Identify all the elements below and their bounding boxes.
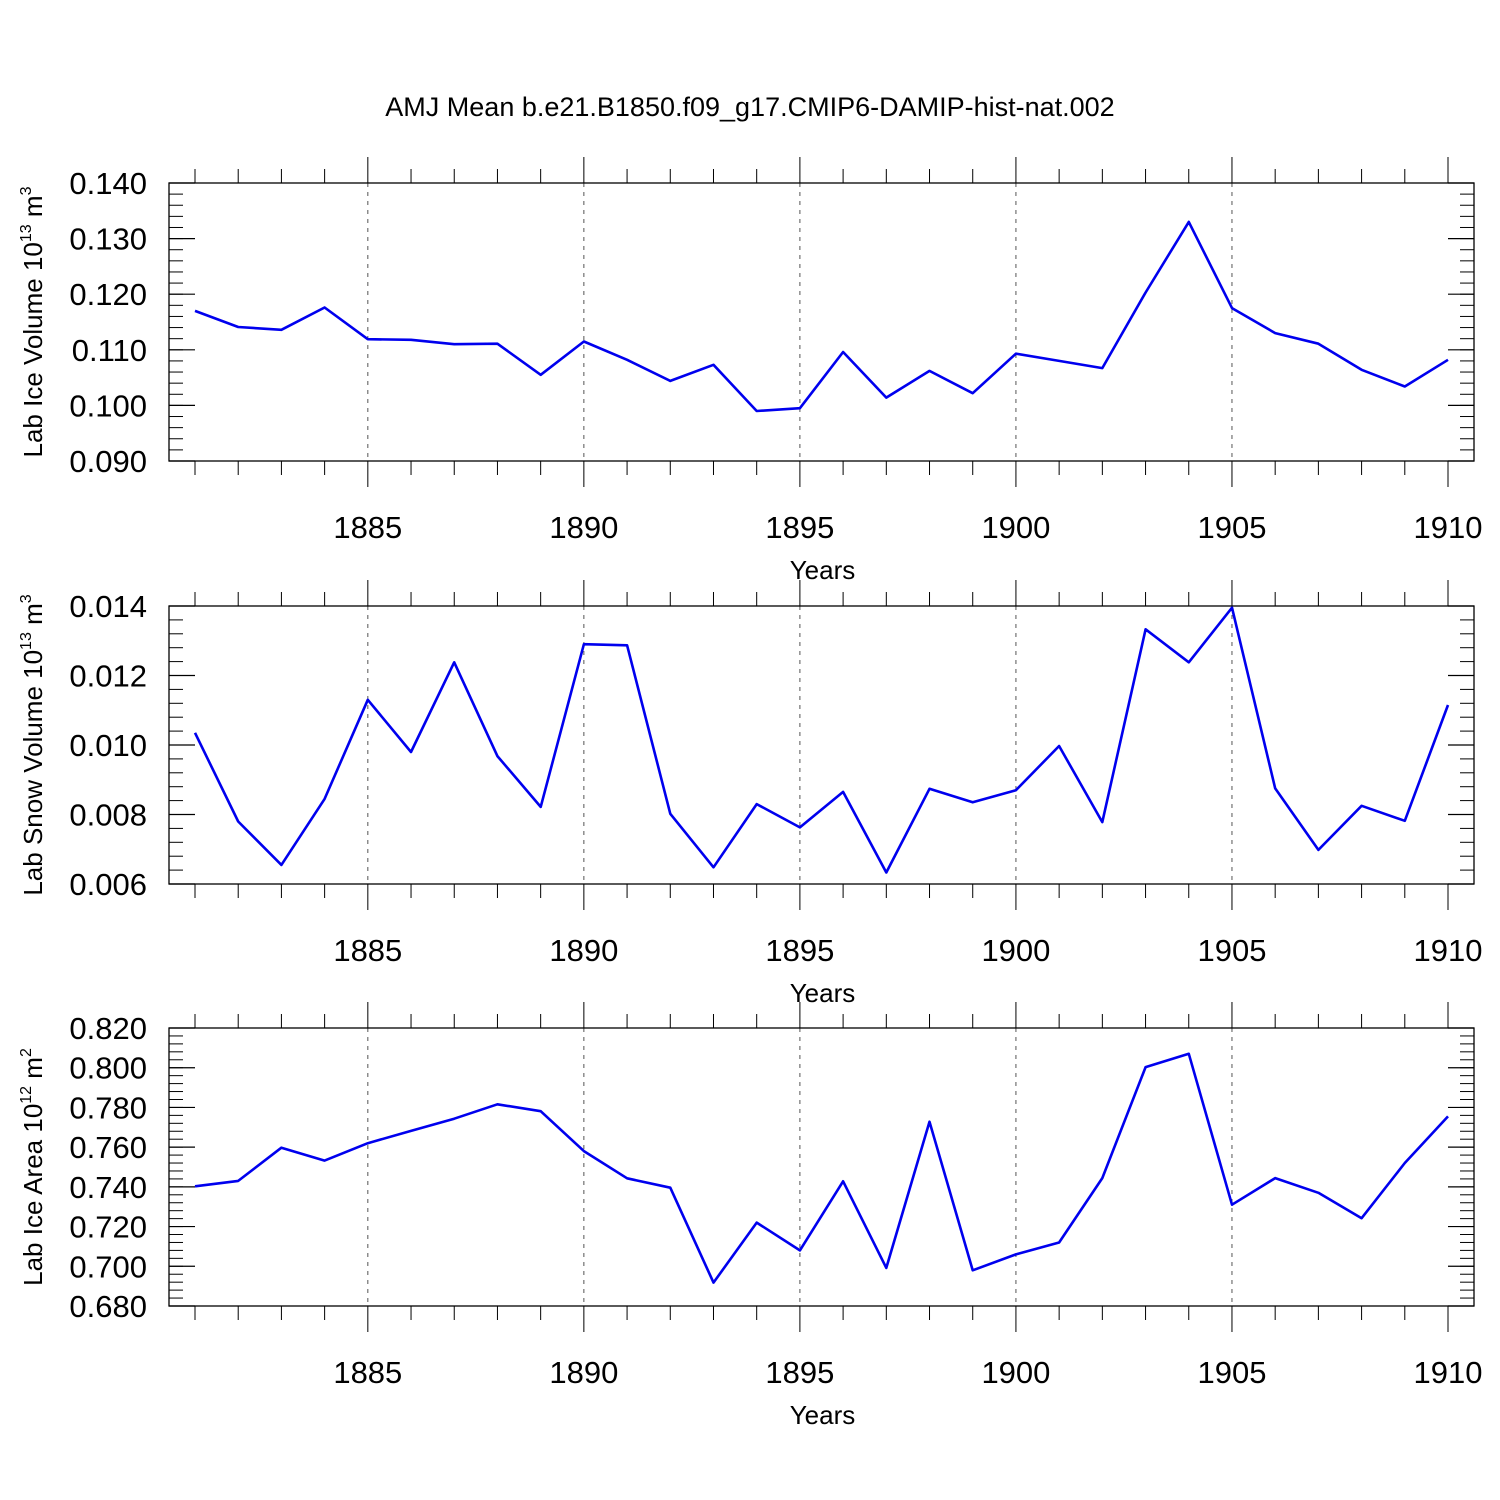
panel-3-ytick-label-7: 0.820 bbox=[69, 1011, 147, 1046]
panel-2-frame bbox=[168, 605, 1475, 885]
panel-1-ytick-label-0: 0.090 bbox=[69, 444, 147, 479]
panel-2-xtick-label-1910: 1910 bbox=[1414, 933, 1483, 968]
panel-3-ytick-label-1: 0.700 bbox=[69, 1249, 147, 1284]
panel-2-xtick-label-1895: 1895 bbox=[765, 933, 834, 968]
panel-3-series-line bbox=[194, 1052, 1449, 1284]
figure-title: AMJ Mean b.e21.B1850.f09_g17.CMIP6-DAMIP… bbox=[385, 92, 1115, 122]
panel-3-ytick-label-4: 0.760 bbox=[69, 1130, 147, 1165]
panel-1-series-line bbox=[194, 220, 1449, 413]
panel-2-xtick-label-1885: 1885 bbox=[333, 933, 402, 968]
panel-2-ytick-label-0: 0.006 bbox=[69, 867, 147, 902]
panel-3-frame bbox=[168, 1027, 1475, 1307]
panel-1-ytick-label-1: 0.100 bbox=[69, 388, 147, 423]
panel-3-xtick-label-1910: 1910 bbox=[1414, 1355, 1483, 1390]
panel-1-xtick-label-1885: 1885 bbox=[333, 510, 402, 545]
panel-3-xtick-label-1885: 1885 bbox=[333, 1355, 402, 1390]
panel-3-xtick-label-1900: 1900 bbox=[981, 1355, 1050, 1390]
panel-2-ytick-label-2: 0.010 bbox=[69, 728, 147, 763]
panel-3-ytick-label-2: 0.720 bbox=[69, 1210, 147, 1245]
panel-1-ytick-label-2: 0.110 bbox=[72, 333, 147, 368]
panel-2-y-axis-label: Lab Snow Volume 1013 m3 bbox=[18, 594, 48, 895]
panel-1-ytick-label-4: 0.130 bbox=[69, 222, 147, 257]
panel-2-xtick-label-1900: 1900 bbox=[981, 933, 1050, 968]
panel-3-ytick-label-5: 0.780 bbox=[69, 1090, 147, 1125]
panel-1-xtick-label-1905: 1905 bbox=[1197, 510, 1266, 545]
panel-1-xtick-label-1900: 1900 bbox=[981, 510, 1050, 545]
panel-1-x-axis-label: Years bbox=[790, 555, 856, 585]
panel-1-ytick-label-3: 0.120 bbox=[69, 277, 147, 312]
panel-1-ytick-label-5: 0.140 bbox=[69, 166, 147, 201]
panel-2-ytick-label-4: 0.014 bbox=[69, 589, 147, 624]
panel-2-ytick-label-3: 0.012 bbox=[69, 659, 147, 694]
panel-3-ytick-label-6: 0.800 bbox=[69, 1051, 147, 1086]
panel-3-ytick-label-3: 0.740 bbox=[69, 1170, 147, 1205]
panel-3-xtick-label-1905: 1905 bbox=[1197, 1355, 1266, 1390]
panel-1-y-axis-label: Lab Ice Volume 1013 m3 bbox=[18, 186, 48, 457]
panel-2-xtick-label-1890: 1890 bbox=[549, 933, 618, 968]
panel-3-y-axis-label: Lab Ice Area 1012 m2 bbox=[18, 1048, 48, 1286]
panel-1-xtick-label-1910: 1910 bbox=[1414, 510, 1483, 545]
panel-3-ytick-label-0: 0.680 bbox=[69, 1289, 147, 1324]
panel-3-x-axis-label: Years bbox=[790, 1400, 856, 1430]
panel-2-xtick-label-1905: 1905 bbox=[1197, 933, 1266, 968]
panel-1-xtick-label-1895: 1895 bbox=[765, 510, 834, 545]
panel-3-xtick-label-1895: 1895 bbox=[765, 1355, 834, 1390]
panel-1-frame bbox=[168, 182, 1475, 462]
panel-3-xtick-label-1890: 1890 bbox=[549, 1355, 618, 1390]
panel-1-xtick-label-1890: 1890 bbox=[549, 510, 618, 545]
panel-2-x-axis-label: Years bbox=[790, 978, 856, 1008]
panel-2-ytick-label-1: 0.008 bbox=[69, 798, 147, 833]
panel-2-series-line bbox=[193, 606, 1450, 874]
